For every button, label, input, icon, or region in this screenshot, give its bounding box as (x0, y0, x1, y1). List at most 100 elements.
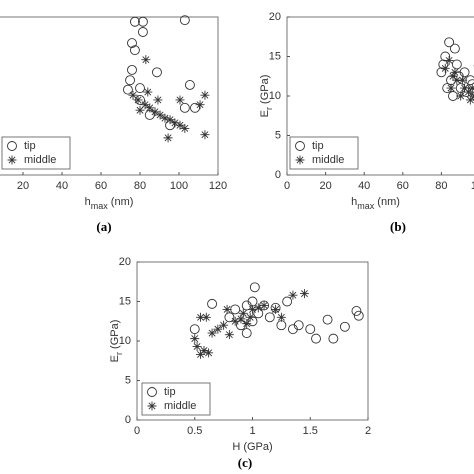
panel-label: (c) (238, 455, 252, 470)
point (450, 67, 460, 77)
point (230, 316, 240, 326)
point (200, 90, 210, 100)
point (125, 75, 136, 86)
point (201, 312, 211, 322)
y-tick-label: 0 (275, 169, 281, 181)
point (153, 95, 163, 105)
point (449, 43, 460, 54)
point (207, 298, 218, 309)
y-tick-label: 5 (125, 374, 131, 386)
point (145, 103, 155, 113)
panel-label: (b) (390, 219, 406, 234)
point (293, 320, 304, 331)
point (322, 314, 333, 325)
point (160, 113, 170, 123)
legend-label: middle (312, 154, 344, 166)
point (127, 38, 137, 49)
x-tick-label: 100 (170, 180, 188, 192)
point (213, 324, 223, 334)
axis-label-part: (GPa) (109, 320, 121, 352)
x-tick-label: 120 (209, 180, 227, 192)
point (127, 64, 137, 75)
x-tick-label: 0.5 (187, 425, 202, 437)
axis-label: Er (GPa) (259, 75, 274, 118)
x-tick-label: 40 (358, 180, 370, 192)
point (438, 59, 449, 70)
x-tick-label: 60 (95, 180, 107, 192)
point (249, 282, 260, 293)
point (137, 27, 148, 37)
point (175, 95, 185, 105)
point (137, 16, 148, 27)
point (463, 87, 473, 97)
axis-label-part: E (259, 110, 271, 117)
y-tick-label: 0 (125, 414, 131, 426)
legend-marker (147, 401, 157, 411)
point (135, 105, 145, 115)
point (222, 304, 232, 314)
x-tick-label: 0 (284, 180, 290, 192)
point (264, 312, 275, 323)
y-tick-label: 20 (269, 11, 281, 23)
point (238, 308, 248, 318)
point (328, 333, 339, 344)
point (165, 115, 175, 125)
point (448, 91, 458, 101)
point (135, 83, 145, 94)
legend-label: tip (164, 386, 176, 398)
x-tick-label: 20 (319, 180, 331, 192)
axis-label-part: (nm) (108, 196, 134, 208)
point (276, 312, 286, 322)
point (195, 100, 205, 110)
point (200, 130, 210, 140)
point (179, 15, 190, 26)
axis-label-part: max (357, 201, 375, 211)
point (451, 59, 462, 70)
point (204, 348, 214, 358)
point (230, 304, 241, 315)
point (436, 67, 447, 78)
point (199, 345, 209, 355)
point (458, 75, 468, 85)
axis-label-part: (GPa) (259, 75, 271, 107)
point (155, 110, 165, 120)
axis-label: H (GPa) (232, 441, 272, 453)
point (170, 118, 180, 128)
point (140, 100, 150, 110)
point (236, 314, 246, 324)
point (339, 321, 350, 332)
point (152, 67, 162, 78)
point (196, 312, 206, 322)
point (276, 320, 287, 331)
point (224, 312, 235, 323)
legend-label: tip (24, 140, 36, 152)
point (190, 102, 200, 113)
legend-label: tip (312, 140, 324, 152)
point (129, 16, 140, 27)
axis-label-part: max (91, 201, 109, 211)
point (163, 133, 173, 143)
x-tick-label: 40 (56, 180, 68, 192)
legend-marker (147, 387, 157, 397)
axis-label: hmax (nm) (351, 196, 400, 211)
point (465, 95, 474, 105)
point (189, 324, 200, 335)
x-tick-label: 60 (397, 180, 409, 192)
point (122, 84, 133, 95)
x-tick-label: 2 (365, 425, 371, 437)
point (259, 300, 269, 310)
point (128, 90, 138, 100)
point (180, 123, 190, 133)
axis-label-part: H (GPa) (232, 441, 272, 453)
point (467, 83, 474, 93)
point (311, 333, 321, 344)
point (192, 342, 202, 352)
legend-marker (7, 155, 17, 165)
point (305, 324, 316, 335)
point (353, 310, 364, 321)
point (129, 45, 140, 56)
point (253, 303, 263, 313)
legend-label: middle (24, 154, 56, 166)
point (460, 83, 470, 93)
